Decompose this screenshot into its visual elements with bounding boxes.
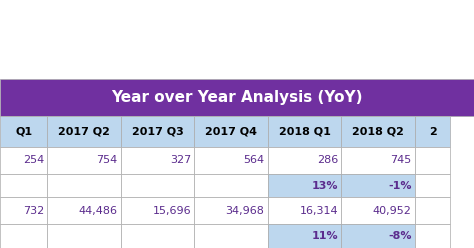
Bar [341,197,415,224]
Bar [415,197,450,224]
Text: 2018 Q1: 2018 Q1 [279,127,330,137]
Bar [415,147,450,174]
Text: Q1: Q1 [15,127,32,137]
Text: 732: 732 [23,206,44,216]
Text: -1%: -1% [388,181,411,191]
Text: Year over Year Analysis (YoY): Year over Year Analysis (YoY) [111,91,363,105]
Text: 745: 745 [390,155,411,165]
Bar [0,79,474,117]
Bar [47,117,121,147]
Bar [121,197,194,224]
Bar [0,117,47,147]
Bar [0,174,47,197]
Bar [194,224,268,248]
Text: 754: 754 [96,155,118,165]
Bar [341,174,415,197]
Bar [341,224,415,248]
Bar [194,147,268,174]
Bar [415,174,450,197]
Text: 2: 2 [428,127,437,137]
Bar [47,147,121,174]
Text: 40,952: 40,952 [373,206,411,216]
Bar [121,174,194,197]
Bar [47,197,121,224]
Text: 286: 286 [317,155,338,165]
Text: 327: 327 [170,155,191,165]
Bar [341,117,415,147]
Bar [415,224,450,248]
Bar [121,147,194,174]
Bar [47,174,121,197]
Text: 254: 254 [23,155,44,165]
Text: 2017 Q3: 2017 Q3 [132,127,183,137]
Bar [47,224,121,248]
Text: 564: 564 [243,155,264,165]
Bar [268,224,341,248]
Text: 2018 Q2: 2018 Q2 [352,127,404,137]
Text: 13%: 13% [311,181,338,191]
Bar [341,147,415,174]
Bar [415,117,450,147]
Bar [268,147,341,174]
Bar [194,117,268,147]
Bar [268,174,341,197]
Text: 34,968: 34,968 [226,206,264,216]
Text: 16,314: 16,314 [300,206,338,216]
Text: 44,486: 44,486 [79,206,118,216]
Bar [0,224,47,248]
Text: ear Analysis(YOY) Excel Template: ear Analysis(YOY) Excel Template [68,21,406,39]
Text: 11%: 11% [311,231,338,241]
Bar [268,197,341,224]
Text: -8%: -8% [388,231,411,241]
Text: 2017 Q2: 2017 Q2 [58,127,110,137]
Bar [121,117,194,147]
Bar [194,174,268,197]
Bar [268,117,341,147]
Bar [0,147,47,174]
Bar [194,197,268,224]
Text: 15,696: 15,696 [153,206,191,216]
Bar [0,197,47,224]
Text: 2017 Q4: 2017 Q4 [205,127,257,137]
Bar [121,224,194,248]
